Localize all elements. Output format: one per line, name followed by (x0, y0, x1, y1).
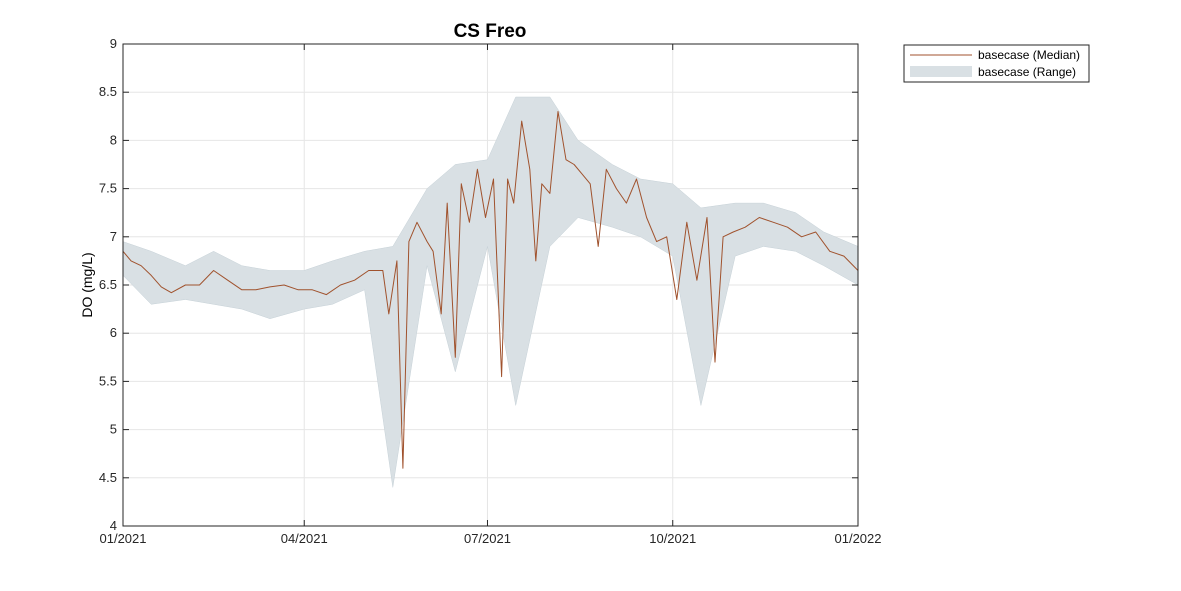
legend-range-label: basecase (Range) (978, 65, 1076, 79)
y-axis-title: DO (mg/L) (79, 252, 95, 317)
y-tick-label: 4 (110, 518, 117, 533)
y-axis: 4 4.5 5 5.5 6 6.5 7 7.5 8 8.5 9 (99, 36, 858, 533)
y-tick-label: 5.5 (99, 373, 117, 388)
x-tick-label: 04/2021 (281, 531, 328, 546)
x-tick-label: 07/2021 (464, 531, 511, 546)
median-line-path (122, 111, 859, 469)
legend: basecase (Median) basecase (Range) (903, 44, 1090, 83)
legend-range-swatch (910, 66, 972, 77)
chart-title: CS Freo (454, 21, 527, 42)
y-tick-label: 5 (110, 422, 117, 437)
y-tick-label: 6.5 (99, 277, 117, 292)
median-line (122, 111, 859, 469)
x-tick-label: 10/2021 (649, 531, 696, 546)
y-tick-label: 7 (110, 229, 117, 244)
y-tick-label: 6 (110, 325, 117, 340)
y-tick-label: 4.5 (99, 470, 117, 485)
x-tick-label: 01/2021 (100, 531, 147, 546)
y-tick-label: 8.5 (99, 84, 117, 99)
x-axis: 01/2021 04/2021 07/2021 10/2021 01/2022 (100, 44, 882, 546)
legend-median-label: basecase (Median) (978, 48, 1080, 62)
y-tick-label: 7.5 (99, 181, 117, 196)
x-tick-label: 01/2022 (835, 531, 882, 546)
y-tick-label: 8 (110, 132, 117, 147)
y-tick-label: 9 (110, 36, 117, 51)
